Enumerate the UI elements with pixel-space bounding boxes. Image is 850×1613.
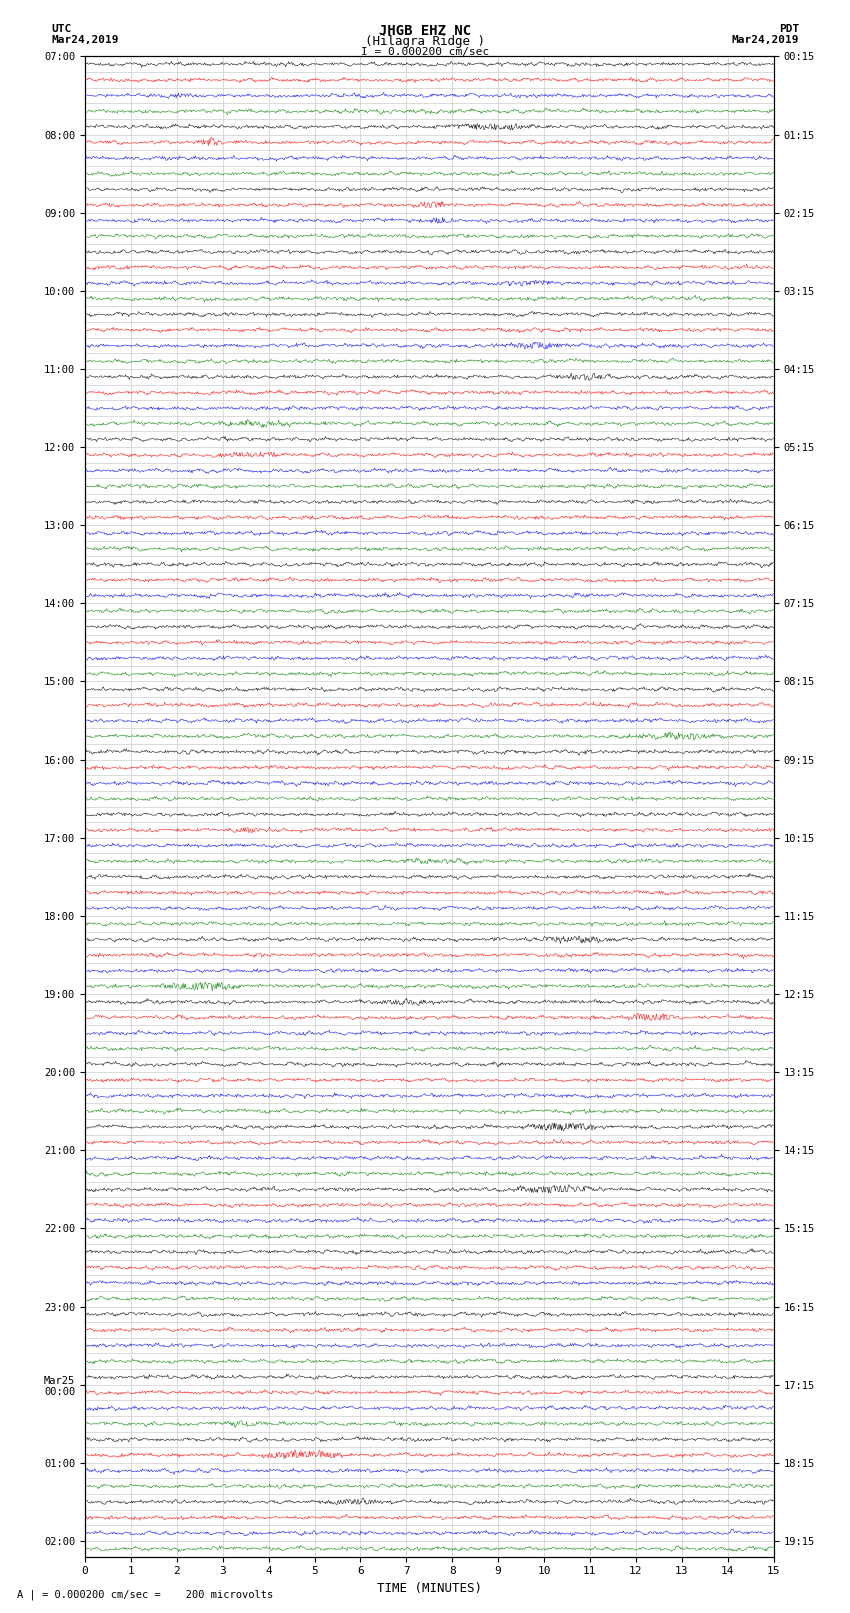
Text: (Hilagra Ridge ): (Hilagra Ridge ) bbox=[365, 35, 485, 48]
Text: UTC: UTC bbox=[51, 24, 71, 34]
Text: PDT: PDT bbox=[779, 24, 799, 34]
Text: Mar24,2019: Mar24,2019 bbox=[732, 35, 799, 45]
Text: A | = 0.000200 cm/sec =    200 microvolts: A | = 0.000200 cm/sec = 200 microvolts bbox=[17, 1589, 273, 1600]
Text: I = 0.000200 cm/sec: I = 0.000200 cm/sec bbox=[361, 47, 489, 56]
X-axis label: TIME (MINUTES): TIME (MINUTES) bbox=[377, 1582, 482, 1595]
Text: JHGB EHZ NC: JHGB EHZ NC bbox=[379, 24, 471, 39]
Text: Mar24,2019: Mar24,2019 bbox=[51, 35, 118, 45]
